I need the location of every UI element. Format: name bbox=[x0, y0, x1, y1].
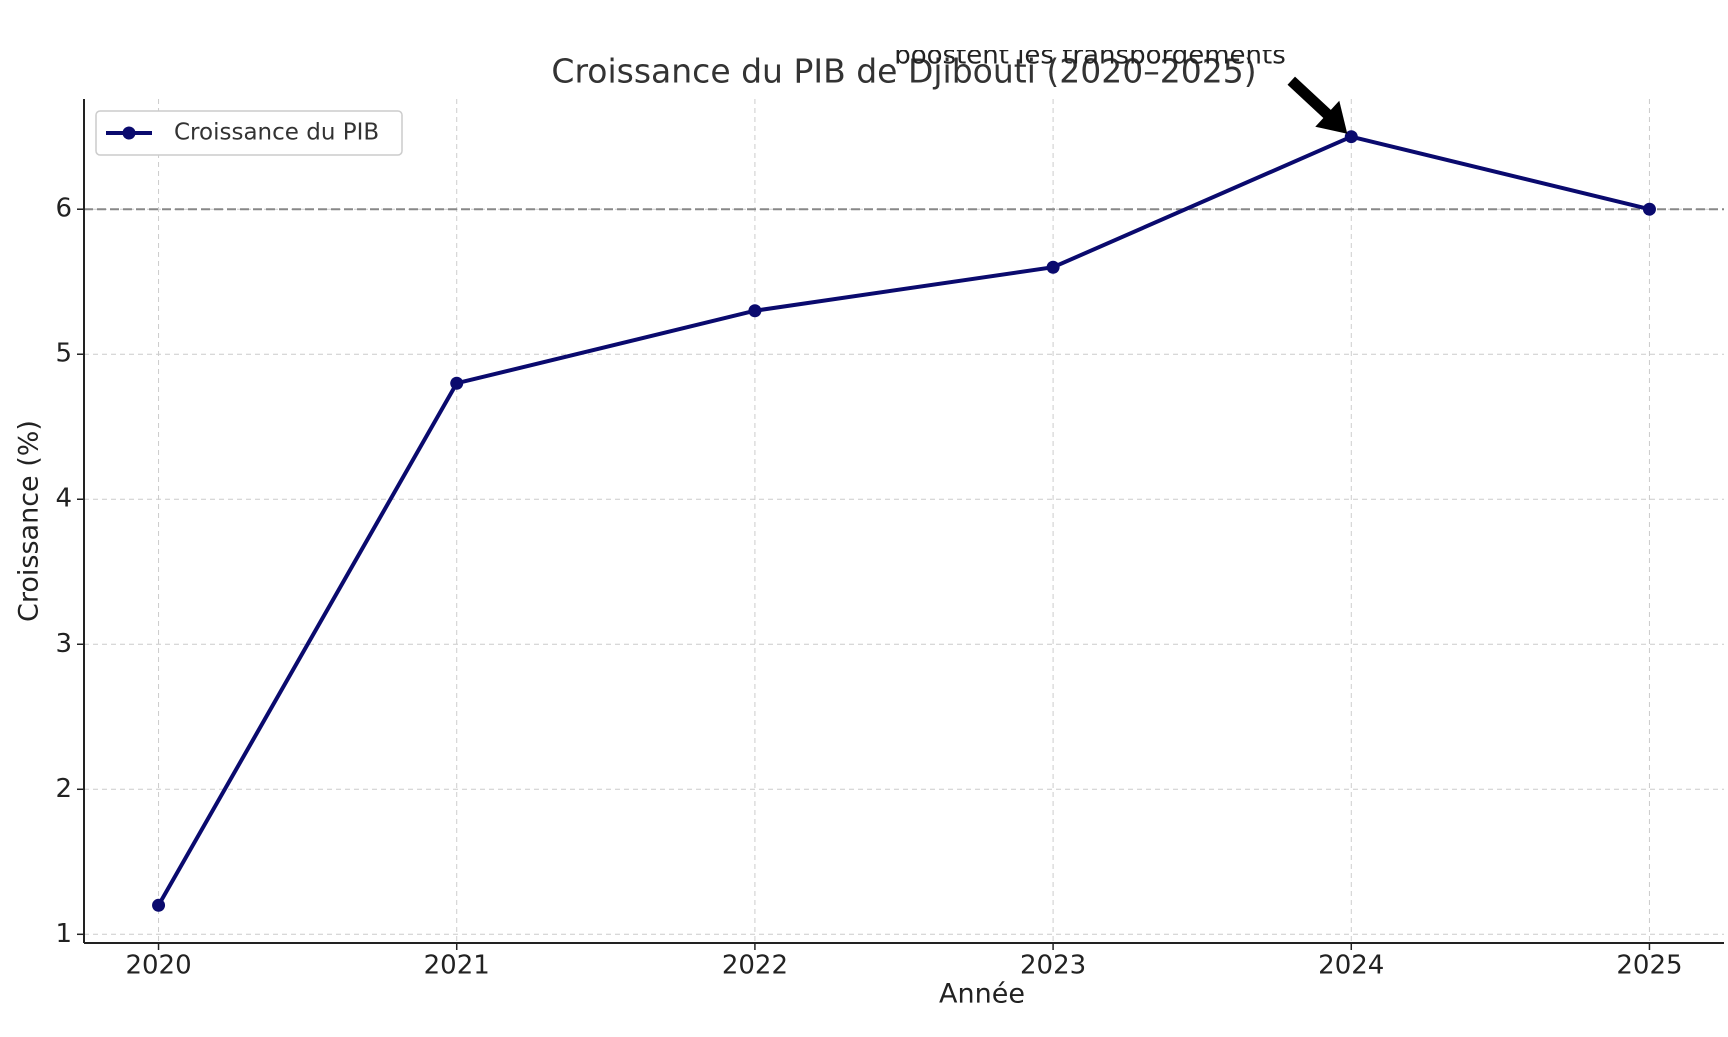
legend-label: Croissance du PIB bbox=[174, 120, 379, 146]
y-axis-label: Croissance (%) bbox=[14, 420, 45, 622]
chart-title: Croissance du PIB de Djibouti (2020–2025… bbox=[551, 52, 1256, 91]
x-tick-label: 2021 bbox=[424, 951, 490, 981]
x-tick-label: 2024 bbox=[1318, 951, 1384, 981]
annotation-text: boostent les transbordements bbox=[894, 41, 1286, 71]
y-tick-label: 6 bbox=[55, 194, 72, 224]
y-tick-label: 5 bbox=[55, 339, 72, 369]
data-point bbox=[748, 304, 762, 318]
y-tick-label: 4 bbox=[55, 484, 72, 514]
legend-box bbox=[95, 110, 403, 156]
data-line bbox=[156, 134, 1650, 907]
data-point bbox=[1344, 130, 1358, 144]
data-point bbox=[450, 376, 464, 390]
y-tick-label: 2 bbox=[55, 774, 72, 804]
legend: Croissance du PIB bbox=[95, 110, 403, 156]
legend-marker bbox=[122, 126, 136, 140]
x-tick-label: 2025 bbox=[1616, 951, 1682, 981]
data-point bbox=[1642, 202, 1656, 216]
data-point bbox=[152, 898, 166, 912]
x-axis-label: Année bbox=[939, 979, 1025, 1010]
y-tick-label: 1 bbox=[55, 919, 72, 949]
x-tick-label: 2022 bbox=[722, 951, 788, 981]
y-tick-label: 3 bbox=[55, 629, 72, 659]
x-tick-label: 2020 bbox=[125, 951, 191, 981]
annotation-arrow bbox=[1287, 76, 1338, 124]
data-point bbox=[1046, 260, 1060, 274]
x-tick-label: 2023 bbox=[1020, 951, 1086, 981]
annotation-arrowhead bbox=[1315, 100, 1348, 134]
